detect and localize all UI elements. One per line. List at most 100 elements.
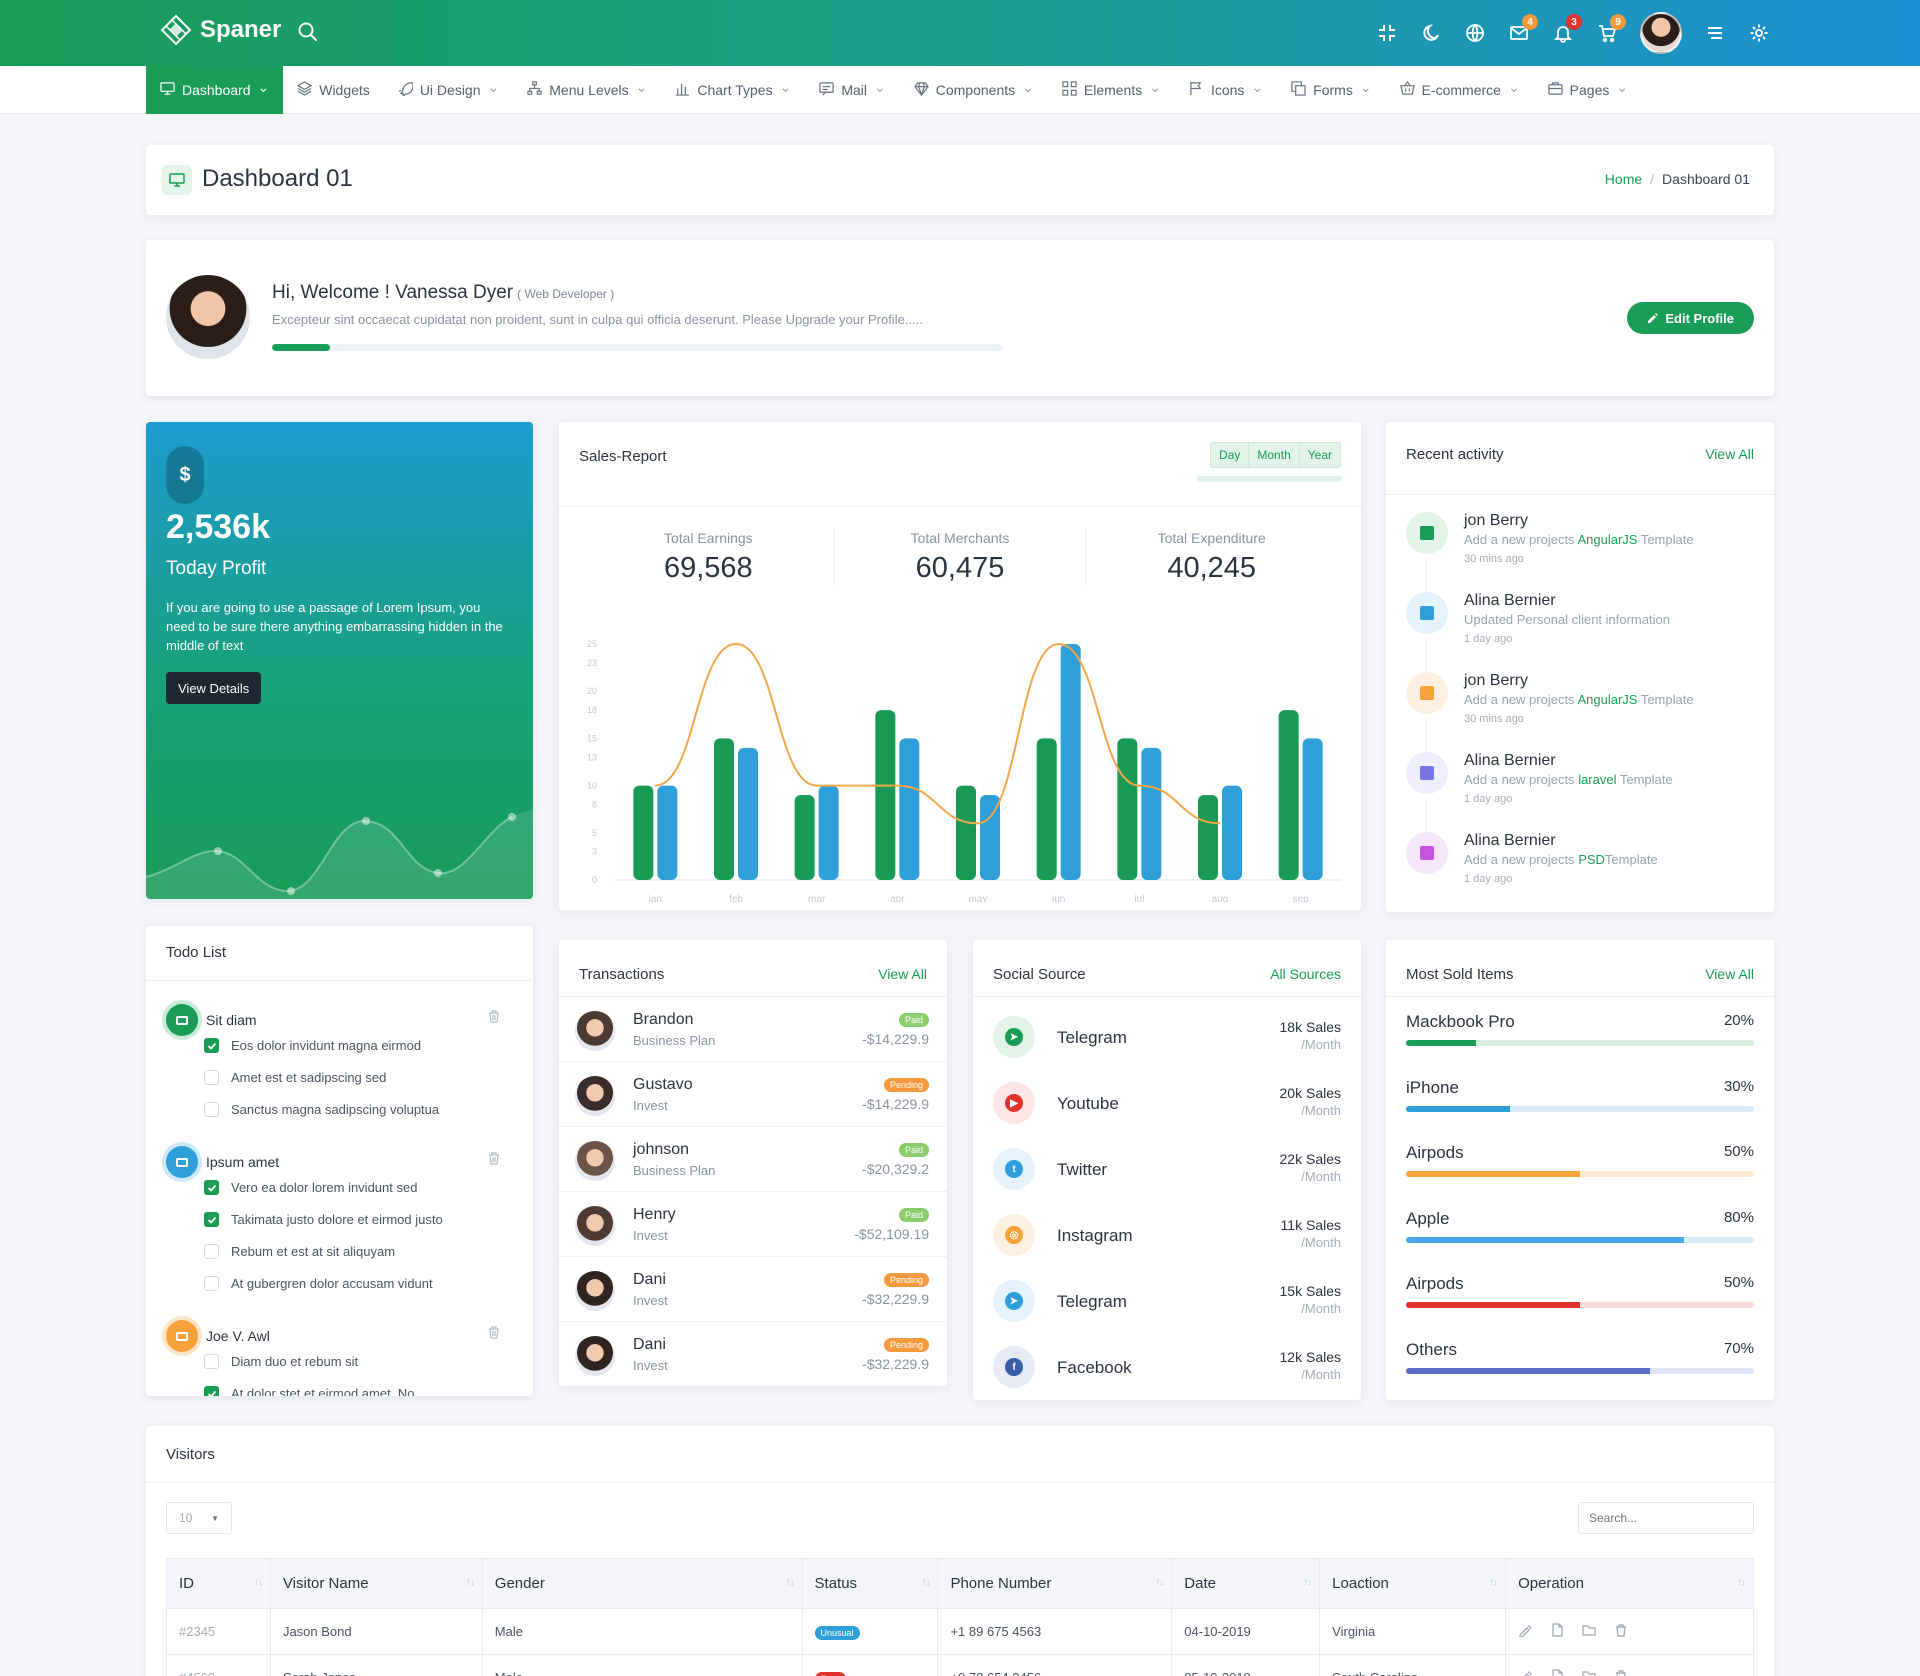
gear-icon[interactable]	[1748, 22, 1770, 44]
column-header-date[interactable]: Date ↑↓	[1171, 1558, 1321, 1609]
brand-logo[interactable]: Spaner	[160, 14, 281, 46]
todo-checkbox[interactable]	[204, 1244, 219, 1259]
todo-checkbox[interactable]	[204, 1212, 219, 1227]
trash-icon[interactable]	[488, 1010, 500, 1026]
transaction-amount: -$32,229.9	[862, 1291, 929, 1307]
bell-icon[interactable]: 3	[1552, 14, 1582, 44]
column-header-operation[interactable]: Operation ↑↓	[1505, 1558, 1754, 1609]
all-sources-link[interactable]: All Sources	[1270, 966, 1341, 982]
transaction-amount: -$20,329.2	[862, 1161, 929, 1177]
transaction-row[interactable]: Henry Invest Paid -$52,109.19	[559, 1191, 947, 1256]
laravel-icon	[1406, 752, 1448, 794]
transaction-row[interactable]: Gustavo Invest Pending -$14,229.9	[559, 1061, 947, 1126]
most-sold-view-all-link[interactable]: View All	[1705, 966, 1754, 982]
edit-icon[interactable]	[1518, 1669, 1532, 1676]
todo-checkbox[interactable]	[204, 1102, 219, 1117]
transaction-row[interactable]: Dani Invest Pending -$32,229.9	[559, 1321, 947, 1386]
transaction-row[interactable]: Dani Invest Pending -$32,229.9	[559, 1256, 947, 1321]
file-icon[interactable]	[1550, 1669, 1564, 1676]
sort-icon[interactable]: ↑↓	[921, 1577, 930, 1588]
column-header-id[interactable]: ID ↑↓	[166, 1558, 271, 1609]
column-header-gender[interactable]: Gender ↑↓	[481, 1558, 803, 1609]
nav-item-ui-design[interactable]: Ui Design ⌄	[384, 66, 513, 114]
todo-item[interactable]: Amet est et sadipscing sed	[204, 1070, 386, 1085]
nav-item-chart-types[interactable]: Chart Types ⌄	[661, 66, 805, 114]
recent-view-all-link[interactable]: View All	[1705, 446, 1754, 462]
nav-item-e-commerce[interactable]: E-commerce ⌄	[1386, 66, 1534, 114]
todo-item[interactable]: Takimata justo dolore et eirmod justo	[204, 1212, 443, 1227]
social-row[interactable]: t Twitter 22k Sales/Month	[993, 1136, 1341, 1202]
trash-icon[interactable]	[488, 1152, 500, 1168]
trash-icon[interactable]	[1614, 1623, 1628, 1640]
sort-icon[interactable]: ↑↓	[1155, 1577, 1164, 1588]
sort-icon[interactable]: ↑↓	[1489, 1577, 1498, 1588]
transaction-row[interactable]: johnson Business Plan Paid -$20,329.2	[559, 1126, 947, 1191]
todo-checkbox[interactable]	[204, 1038, 219, 1053]
nav-item-elements[interactable]: Elements ⌄	[1048, 66, 1175, 114]
sort-icon[interactable]: ↑↓	[1737, 1577, 1746, 1588]
todo-checkbox[interactable]	[204, 1386, 219, 1396]
range-day-button[interactable]: Day	[1211, 443, 1250, 467]
todo-checkbox[interactable]	[204, 1070, 219, 1085]
column-header-status[interactable]: Status ↑↓	[801, 1558, 939, 1609]
sort-icon[interactable]: ↑↓	[253, 1577, 263, 1588]
avatar	[575, 1076, 615, 1116]
social-row[interactable]: f Facebook 12k Sales/Month	[993, 1334, 1341, 1400]
todo-checkbox[interactable]	[204, 1276, 219, 1291]
cart-icon[interactable]: 9	[1596, 14, 1626, 44]
range-month-button[interactable]: Month	[1249, 443, 1300, 467]
nav-item-menu-levels[interactable]: Menu Levels ⌄	[513, 66, 661, 114]
fullscreen-icon[interactable]	[1376, 22, 1398, 44]
todo-item[interactable]: Rebum et est at sit aliquyam	[204, 1244, 395, 1259]
todo-item[interactable]: Eos dolor invidunt magna eirmod	[204, 1038, 421, 1053]
range-year-button[interactable]: Year	[1307, 448, 1332, 462]
nav-item-components[interactable]: Components ⌄	[900, 66, 1048, 114]
trash-icon[interactable]	[488, 1326, 500, 1342]
menu-icon[interactable]	[1704, 22, 1726, 44]
todo-checkbox[interactable]	[204, 1180, 219, 1195]
nav-item-widgets[interactable]: Widgets	[283, 66, 384, 114]
edit-icon[interactable]	[1518, 1623, 1532, 1640]
nav-item-dashboard[interactable]: Dashboard ⌄	[146, 66, 284, 114]
visitors-search-input[interactable]	[1578, 1502, 1754, 1534]
todo-item[interactable]: At gubergren dolor accusam vidunt	[204, 1276, 433, 1291]
column-header-phone-number[interactable]: Phone Number ↑↓	[937, 1558, 1173, 1609]
transactions-view-all-link[interactable]: View All	[878, 966, 927, 982]
transaction-plan: Invest	[633, 1228, 668, 1243]
mail-icon[interactable]: 4	[1508, 14, 1538, 44]
view-details-button[interactable]: View Details	[166, 672, 262, 704]
todo-checkbox[interactable]	[204, 1354, 219, 1369]
todo-item[interactable]: Sanctus magna sadipscing voluptua	[204, 1102, 439, 1117]
welcome-greeting: Hi, Welcome ! Vanessa Dyer	[272, 282, 514, 303]
nav-item-pages[interactable]: Pages ⌄	[1534, 66, 1642, 114]
column-header-visitor-name[interactable]: Visitor Name ↑↓	[269, 1558, 483, 1609]
social-row[interactable]: ▶ Youtube 20k Sales/Month	[993, 1070, 1341, 1136]
folder-icon[interactable]	[1582, 1669, 1596, 1676]
nav-item-mail[interactable]: Mail ⌄	[805, 66, 899, 114]
search-icon[interactable]	[297, 21, 319, 46]
todo-item[interactable]: Diam duo et rebum sit	[204, 1354, 358, 1369]
trash-icon[interactable]	[1614, 1669, 1628, 1676]
moon-icon[interactable]	[1420, 22, 1442, 44]
breadcrumb-home[interactable]: Home	[1604, 171, 1643, 187]
social-row[interactable]: ➤ Telegram 18k Sales/Month	[993, 1004, 1341, 1070]
page-size-select[interactable]: 10 ▼	[166, 1502, 232, 1534]
edit-profile-button[interactable]: Edit Profile	[1627, 302, 1754, 334]
item-progress-bar	[1406, 1105, 1754, 1112]
todo-item[interactable]: Vero ea dolor lorem invidunt sed	[204, 1180, 417, 1195]
sales-count: 15k Sales	[1279, 1283, 1341, 1299]
sort-icon[interactable]: ↑↓	[465, 1577, 475, 1588]
column-header-loaction[interactable]: Loaction ↑↓	[1319, 1558, 1507, 1609]
sort-icon[interactable]: ↑↓	[1303, 1577, 1312, 1588]
nav-item-icons[interactable]: Icons ⌄	[1175, 66, 1277, 114]
file-icon[interactable]	[1550, 1623, 1564, 1640]
folder-icon[interactable]	[1582, 1623, 1596, 1640]
nav-item-forms[interactable]: Forms ⌄	[1277, 66, 1385, 114]
social-row[interactable]: ◎ Instagram 11k Sales/Month	[993, 1202, 1341, 1268]
transaction-row[interactable]: Brandon Business Plan Paid -$14,229.9	[559, 996, 947, 1061]
todo-item[interactable]: At dolor stet et eirmod amet. No	[204, 1386, 415, 1396]
user-avatar[interactable]	[1640, 12, 1682, 54]
sort-icon[interactable]: ↑↓	[785, 1577, 795, 1588]
social-row[interactable]: ➤ Telegram 15k Sales/Month	[993, 1268, 1341, 1334]
globe-icon[interactable]	[1464, 22, 1486, 44]
